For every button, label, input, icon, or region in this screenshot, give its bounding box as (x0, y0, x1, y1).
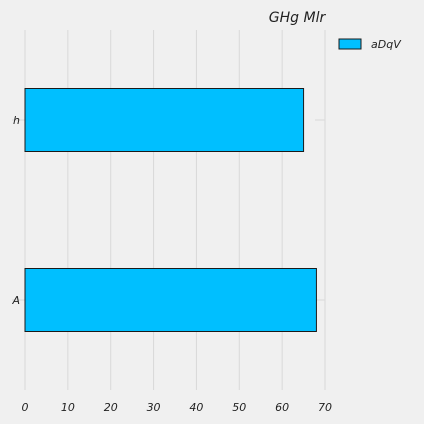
x-tick-label: 60 (275, 401, 289, 414)
chart-title: GHg Mlr (269, 10, 327, 26)
x-tick-label: 0 (22, 401, 29, 414)
y-tick-label: h (13, 114, 20, 127)
legend-label: aDqV (371, 38, 402, 51)
x-tick-labels: 0 10 20 30 40 50 60 70 (22, 401, 333, 414)
x-tick-label: 10 (61, 401, 75, 414)
bar (24, 268, 317, 332)
x-tick-label: 50 (232, 401, 246, 414)
y-tick-label: A (11, 294, 20, 307)
legend-swatch (338, 38, 362, 50)
x-tick-label: 30 (147, 401, 161, 414)
bar (24, 88, 305, 152)
x-tick-label: 40 (189, 401, 203, 414)
x-tick-label: 20 (104, 401, 118, 414)
x-tick-label: 70 (318, 401, 332, 414)
y-tick-labels: Ah (11, 114, 20, 307)
legend: aDqV (338, 38, 402, 51)
bars (24, 88, 317, 332)
grid-lines (24, 30, 326, 390)
